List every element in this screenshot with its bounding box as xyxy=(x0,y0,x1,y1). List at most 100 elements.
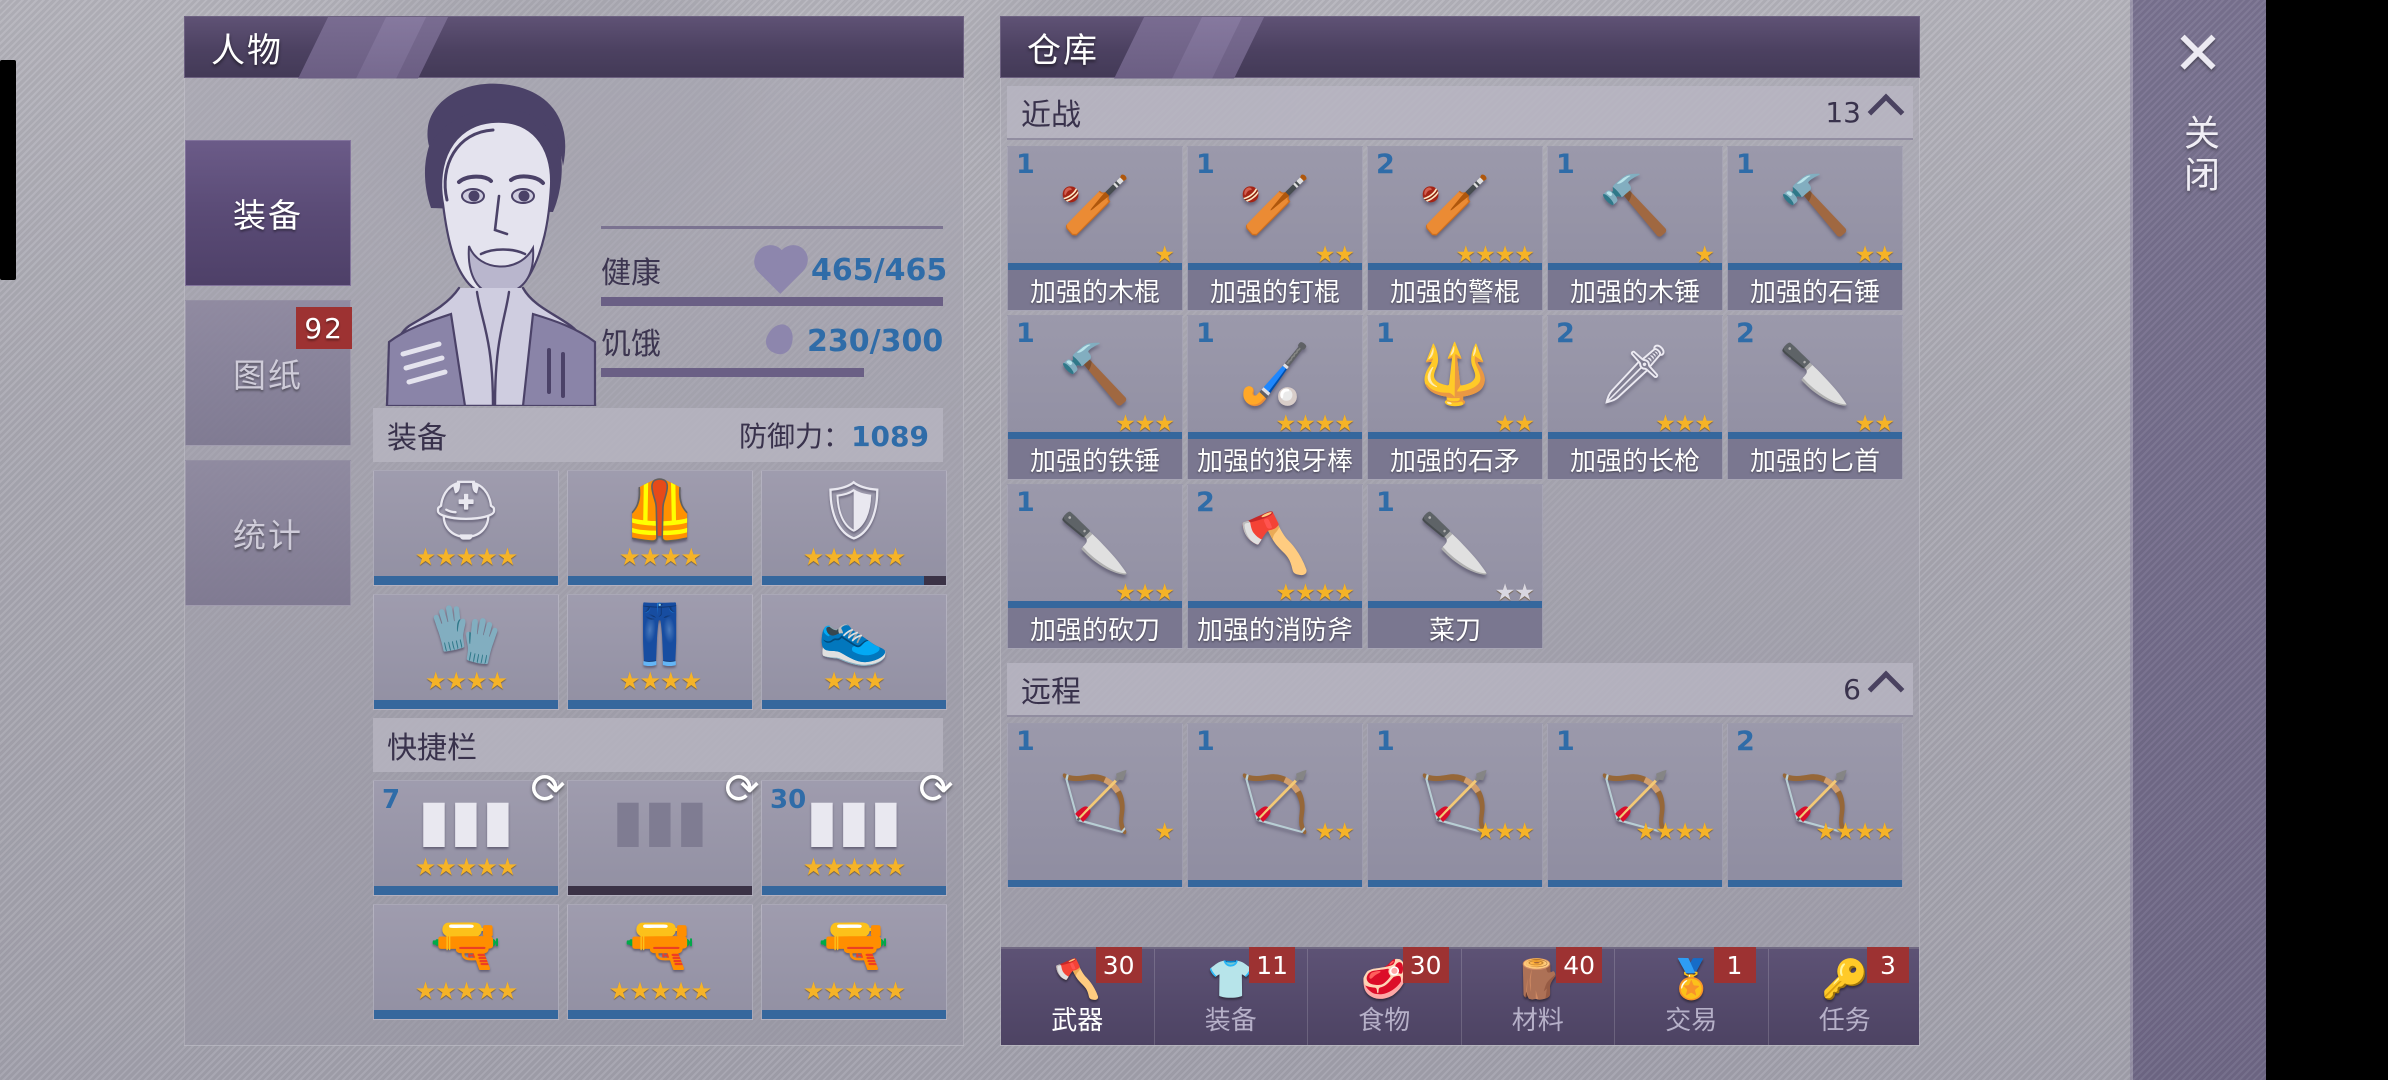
item-stars: ★★ xyxy=(1314,242,1355,268)
warehouse-tab-label: 任务 xyxy=(1818,1006,1871,1036)
item-name: 加强的消防斧 xyxy=(1188,608,1362,648)
item-icon: 🏏 xyxy=(1058,170,1132,239)
warehouse-section-header-melee[interactable]: 近战 13 xyxy=(1007,86,1913,140)
inventory-item[interactable]: 2 🔪 ★★ 加强的匕首 xyxy=(1727,315,1903,480)
sidebar-item-equipment[interactable]: 装备 xyxy=(185,140,351,286)
item-stars: ★★★ xyxy=(1655,411,1715,437)
equipment-slot-pants[interactable]: 👖 ★★★★ xyxy=(567,594,753,710)
warehouse-grid-melee: 1 🏏 ★ 加强的木棍 1 🏏 ★★ 加强的钉棍 2 🏏 ★★★★ 加强的警棍 1 🔨 ★ 加强的木锤 1 🔨 ★★… xyxy=(1001,140,1919,655)
hotbar-section-header: 快捷栏 xyxy=(373,718,943,772)
defense-label: 防御力： xyxy=(739,420,852,453)
inventory-item[interactable]: 2 🏹 ★★★★ xyxy=(1727,723,1903,888)
hotbar-slot-ammo-rifle[interactable]: 30 ▮▮▮ ★★★★★ ⟳ xyxy=(761,764,954,896)
item-name: 加强的石锤 xyxy=(1728,270,1902,310)
item-qty: 1 xyxy=(1196,726,1215,757)
equipment-slot-shield[interactable]: 🛡 ★★★★★ xyxy=(761,470,947,586)
warehouse-tab-badge: 40 xyxy=(1556,947,1602,983)
equipment-section-header: 装备 防御力：1089 xyxy=(373,408,943,462)
close-label[interactable]: 关闭 xyxy=(2178,114,2219,198)
item-stars: ★★ xyxy=(1314,819,1355,845)
inventory-item[interactable]: 1 🏹 ★★★★ xyxy=(1547,723,1723,888)
inventory-item[interactable]: 1 🔨 ★ 加强的木锤 xyxy=(1547,146,1723,311)
item-quality-bar xyxy=(1368,432,1542,439)
durability-bar xyxy=(568,886,752,895)
warehouse-section-header-ranged[interactable]: 远程 6 xyxy=(1007,663,1913,717)
warehouse-tab-任务[interactable]: 3 🔑 任务 xyxy=(1769,947,1920,1045)
item-quality-bar xyxy=(1368,601,1542,608)
rifle-icon: 🔫 xyxy=(817,910,891,978)
inventory-item[interactable]: 1 🏑 ★★★★ 加强的狼牙棒 xyxy=(1187,315,1363,480)
item-qty: 1 xyxy=(1196,318,1215,349)
warehouse-tab-badge: 11 xyxy=(1249,947,1295,983)
hotbar-stars: ★★★★★ xyxy=(802,977,907,1005)
inventory-item[interactable]: 1 🔨 ★★★ 加强的铁锤 xyxy=(1007,315,1183,480)
equipment-slot-gloves[interactable]: 🧤 ★★★★ xyxy=(373,594,559,710)
hotbar-slot-rifle[interactable]: 🔫 ★★★★★ xyxy=(761,904,947,1020)
item-icon: 🏏 xyxy=(1238,170,1312,239)
item-stars: ★ xyxy=(1154,242,1175,268)
inventory-item[interactable]: 1 🔱 ★★ 加强的石矛 xyxy=(1367,315,1543,480)
durability-bar xyxy=(568,1010,752,1019)
item-quality-bar xyxy=(1188,880,1362,887)
inventory-item[interactable]: 1 🔪 ★★ 菜刀 xyxy=(1367,484,1543,649)
chest-armor-icon: 🦺 xyxy=(623,476,697,544)
pants-icon: 👖 xyxy=(623,600,697,668)
chevron-up-icon[interactable] xyxy=(1867,93,1905,131)
sidebar-item-label: 图纸 xyxy=(233,356,303,395)
item-name: 加强的狼牙棒 xyxy=(1188,439,1362,479)
recycle-icon[interactable]: ⟳ xyxy=(918,764,954,813)
warehouse-tab-bar: 30 🪓 武器 11 👕 装备 30 🥩 食物 40 🪵 材料 1 🏅 交易 3 🔑 任务 xyxy=(1001,947,1920,1045)
item-quality-bar xyxy=(1008,432,1182,439)
item-quality-bar xyxy=(1008,880,1182,887)
warehouse-tab-材料[interactable]: 40 🪵 材料 xyxy=(1462,947,1615,1045)
item-stars: ★★★★ xyxy=(1815,819,1895,845)
sidebar-item-blueprints[interactable]: 92 图纸 xyxy=(185,300,352,446)
durability-bar xyxy=(762,886,946,895)
hotbar-slot-pistol[interactable]: 🔫 ★★★★★ xyxy=(373,904,559,1020)
inventory-item[interactable]: 1 🔪 ★★★ 加强的砍刀 xyxy=(1007,484,1183,649)
inventory-item[interactable]: 1 🏹 ★★ xyxy=(1187,723,1363,888)
warehouse-sections: 近战 13 1 🏏 ★ 加强的木棍 1 🏏 ★★ 加强的钉棍 2 🏏 ★★★★ 加强的警棍 1 🔨 ★ 加强的木锤… xyxy=(1001,86,1919,894)
item-name: 加强的铁锤 xyxy=(1008,439,1182,479)
item-name: 加强的石矛 xyxy=(1368,439,1542,479)
character-sidebar: 装备 92 图纸 统计 xyxy=(185,140,352,620)
heart-icon xyxy=(759,250,803,294)
warehouse-section-count: 6 xyxy=(1843,672,1861,706)
inventory-item[interactable]: 1 🏏 ★★ 加强的钉棍 xyxy=(1187,146,1363,311)
warehouse-tab-武器[interactable]: 30 🪓 武器 xyxy=(1001,947,1155,1045)
inventory-item[interactable]: 1 🏏 ★ 加强的木棍 xyxy=(1007,146,1183,311)
warehouse-tab-装备[interactable]: 11 👕 装备 xyxy=(1155,947,1308,1045)
item-icon: 🗡 xyxy=(1598,339,1672,408)
sidebar-item-stats[interactable]: 统计 xyxy=(185,460,351,606)
warehouse-panel: 仓库 近战 13 1 🏏 ★ 加强的木棍 1 🏏 ★★ 加强的钉棍 2 🏏 ★★★★ 加强的警棍 1 🔨 ★ 加强… xyxy=(1000,16,1920,1046)
ammo-rifle-icon: ▮▮▮ xyxy=(806,786,902,854)
hotbar-slot-ammo-empty[interactable]: ▮▮▮ ⟳ xyxy=(567,764,760,896)
sidebar-item-label: 装备 xyxy=(233,196,303,235)
hotbar-slot-ammo-pistol[interactable]: 7 ▮▮▮ ★★★★★ ⟳ xyxy=(373,764,566,896)
warehouse-tab-食物[interactable]: 30 🥩 食物 xyxy=(1308,947,1462,1045)
equipment-slot-chest-armor[interactable]: 🦺 ★★★★ xyxy=(567,470,753,586)
chevron-up-icon[interactable] xyxy=(1867,670,1905,708)
equipment-stars: ★★★★ xyxy=(618,667,702,695)
equipment-slot-boots[interactable]: 👟 ★★★ xyxy=(761,594,947,710)
inventory-item[interactable]: 2 🗡 ★★★ 加强的长枪 xyxy=(1547,315,1723,480)
item-icon: 🏹 xyxy=(1778,767,1852,836)
item-qty: 1 xyxy=(1196,149,1215,180)
inventory-item[interactable]: 1 🏹 ★ xyxy=(1007,723,1183,888)
character-panel: 人物 装备 92 图纸 统计 xyxy=(184,16,964,1046)
close-button[interactable]: ✕ 关闭 xyxy=(2130,0,2266,1080)
recycle-icon[interactable]: ⟳ xyxy=(724,764,760,813)
inventory-item[interactable]: 2 🪓 ★★★★ 加强的消防斧 xyxy=(1187,484,1363,649)
recycle-icon[interactable]: ⟳ xyxy=(530,764,566,813)
equipment-slot-helmet[interactable]: ⛑ ★★★★★ xyxy=(373,470,559,586)
stats-divider xyxy=(601,226,943,229)
inventory-item[interactable]: 2 🏏 ★★★★ 加强的警棍 xyxy=(1367,146,1543,311)
item-qty: 2 xyxy=(1376,149,1395,180)
inventory-item[interactable]: 1 🏹 ★★★ xyxy=(1367,723,1543,888)
inventory-item[interactable]: 1 🔨 ★★ 加强的石锤 xyxy=(1727,146,1903,311)
warehouse-tab-交易[interactable]: 1 🏅 交易 xyxy=(1615,947,1769,1045)
close-icon[interactable]: ✕ xyxy=(2172,19,2224,89)
item-name: 加强的钉棍 xyxy=(1188,270,1362,310)
item-qty: 2 xyxy=(1196,487,1215,518)
hotbar-slot-shotgun[interactable]: 🔫 ★★★★★ xyxy=(567,904,753,1020)
